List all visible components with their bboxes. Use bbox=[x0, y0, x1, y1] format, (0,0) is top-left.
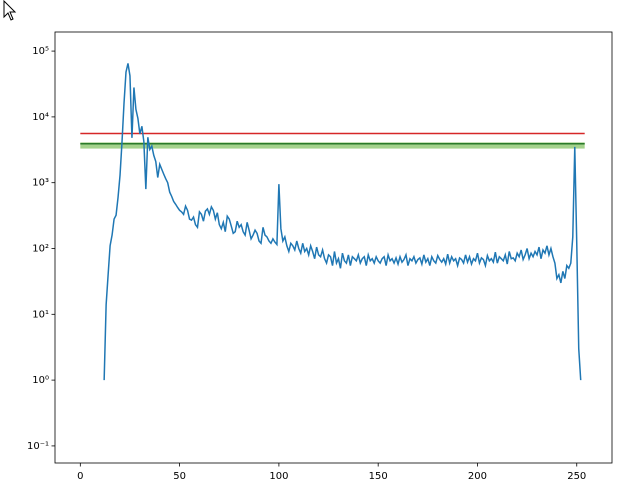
y-tick-label: 10⁻¹ bbox=[27, 441, 49, 452]
x-tick-label: 100 bbox=[269, 471, 288, 482]
y-tick-label: 10² bbox=[32, 244, 49, 255]
x-tick-label: 150 bbox=[369, 471, 388, 482]
y-tick-label: 10³ bbox=[32, 178, 49, 189]
axes-frame bbox=[54, 31, 613, 464]
y-tick-label: 10⁵ bbox=[32, 46, 49, 57]
mouse-cursor bbox=[3, 0, 17, 21]
plot-area bbox=[80, 63, 585, 381]
y-tick-label: 10¹ bbox=[32, 309, 49, 320]
x-tick-label: 0 bbox=[77, 471, 83, 482]
x-tick-label: 250 bbox=[567, 471, 586, 482]
threshold-band bbox=[80, 142, 585, 149]
x-tick-label: 200 bbox=[468, 471, 487, 482]
data-line bbox=[103, 63, 582, 381]
y-tick-label: 10⁴ bbox=[32, 112, 49, 123]
y-tick-label: 10⁰ bbox=[32, 375, 49, 386]
x-tick-label: 50 bbox=[173, 471, 186, 482]
